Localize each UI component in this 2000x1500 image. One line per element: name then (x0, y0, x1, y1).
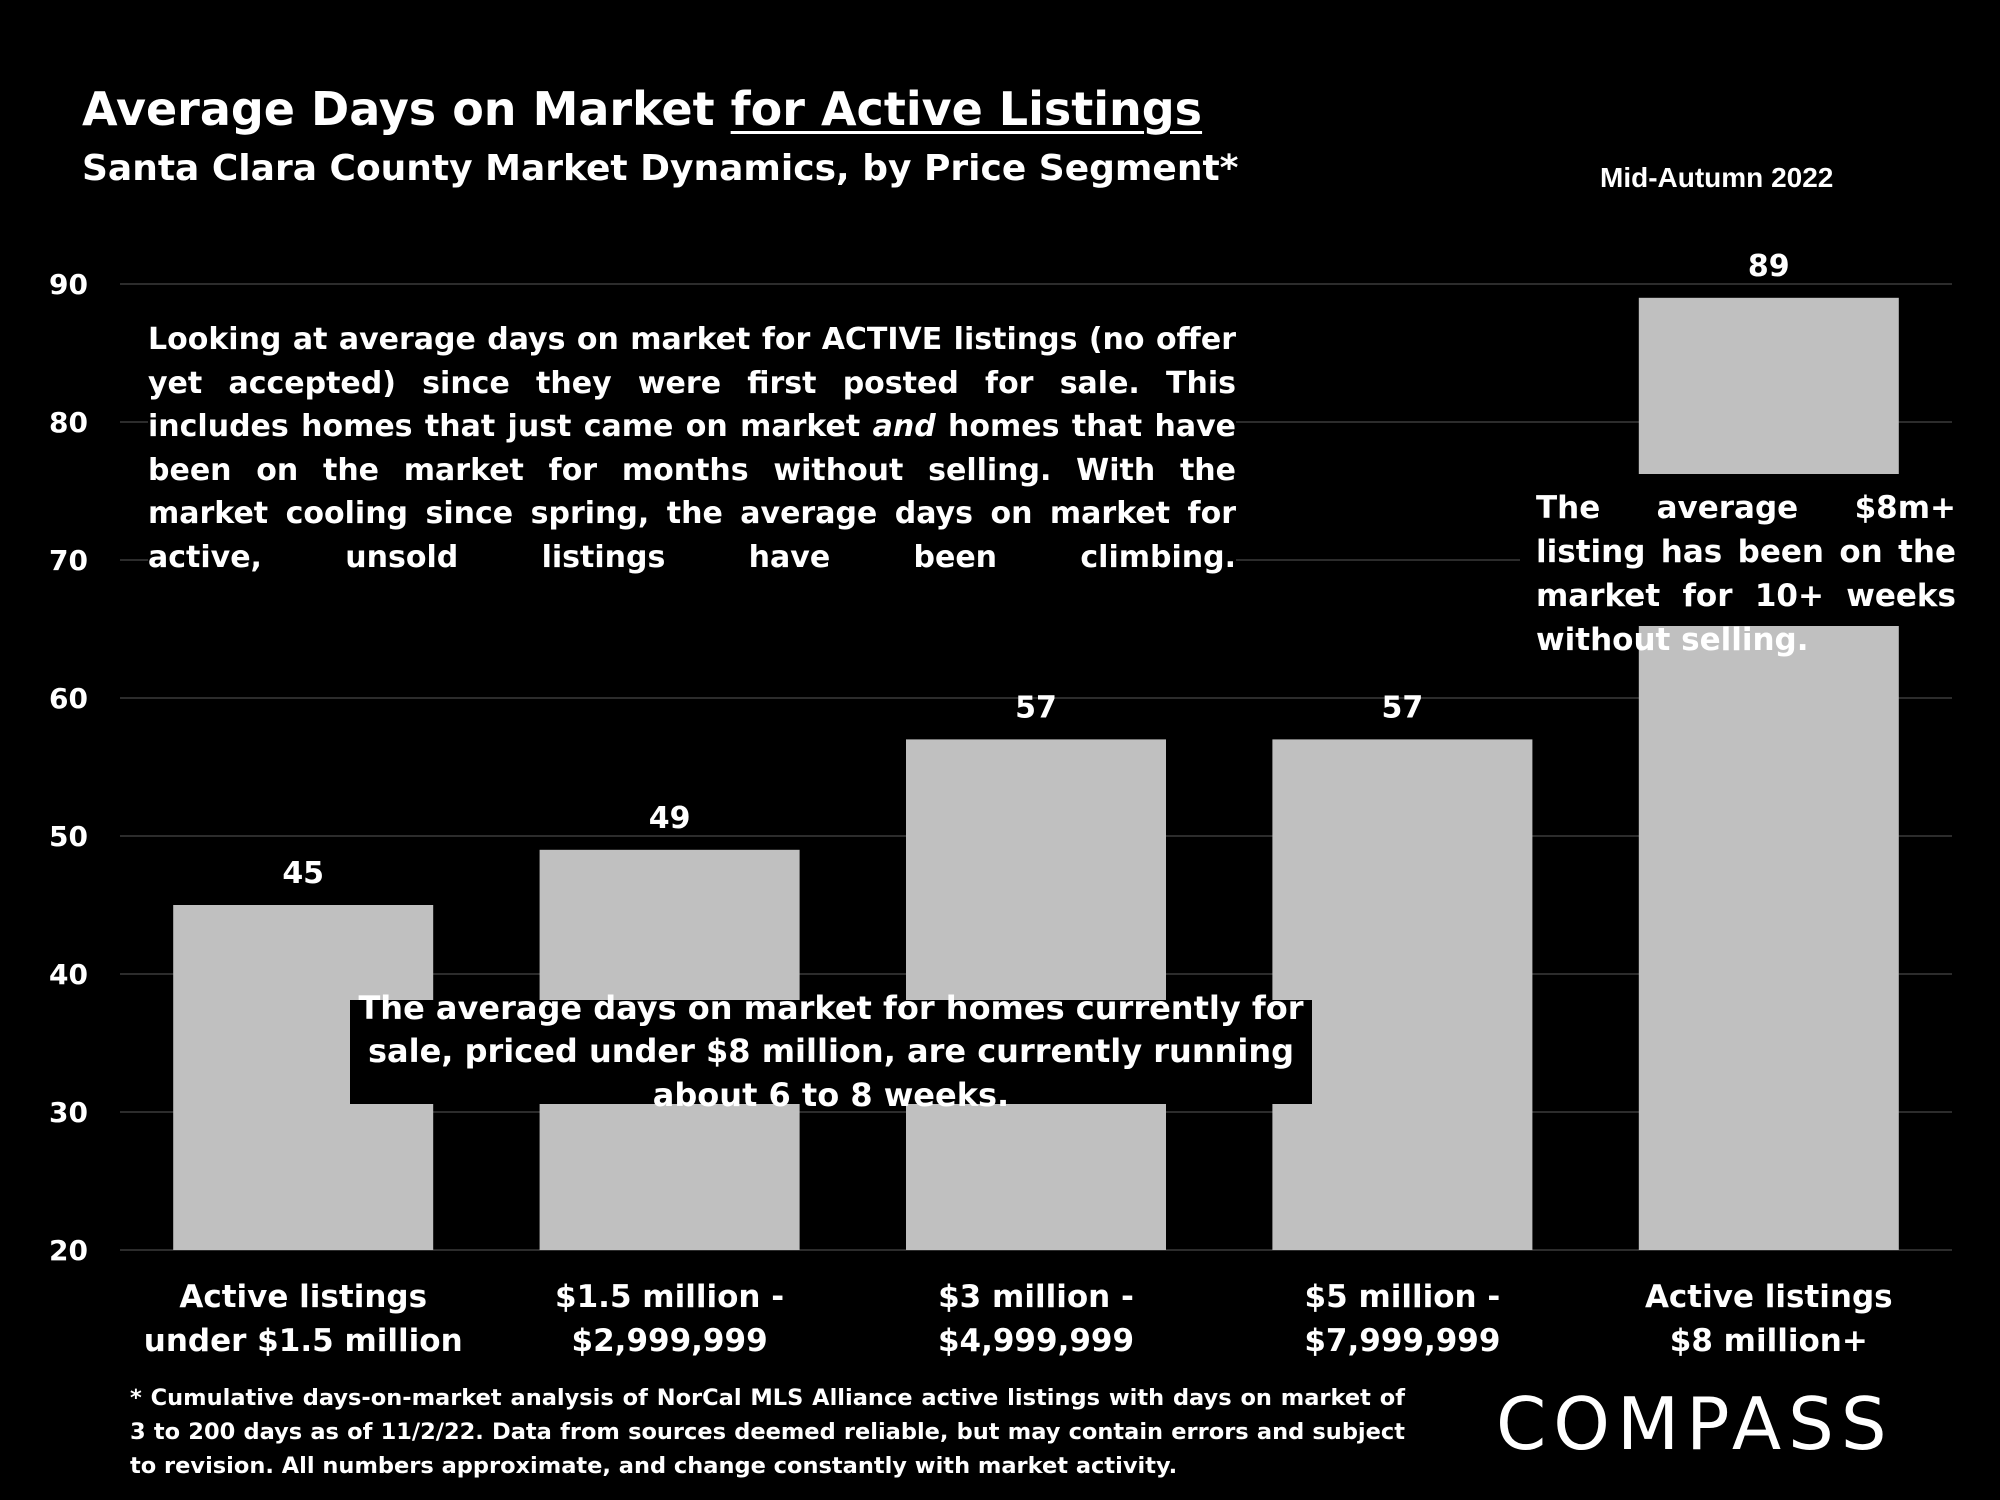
x-tick-label: $4,999,999 (938, 1323, 1134, 1359)
data-label: 57 (1015, 690, 1057, 725)
chart-subtitle: Santa Clara County Market Dynamics, by P… (82, 148, 1239, 189)
x-tick-label: $3 million - (938, 1279, 1134, 1315)
footnote: * Cumulative days-on-market analysis of … (130, 1385, 1405, 1479)
data-label: 89 (1748, 249, 1790, 284)
intro-annotation-end: homes that have been on the market for m… (148, 409, 1236, 575)
y-tick-label: 70 (49, 544, 88, 577)
luxury-annotation-text: The average $8m+ listing has been on the… (1536, 490, 1956, 659)
bar (1272, 739, 1533, 1250)
x-tick-label: $1.5 million - (555, 1279, 784, 1315)
mid-annotation-text: The average days on market for homes cur… (358, 989, 1304, 1114)
bar (1638, 297, 1899, 1250)
chart-title-prefix: Average Days on Market (82, 82, 731, 136)
y-tick-label: 20 (49, 1234, 88, 1267)
compass-logo: COMPASS (1496, 1382, 1894, 1466)
y-tick-label: 40 (49, 958, 88, 991)
y-tick-label: 50 (49, 820, 88, 853)
x-tick-label: $5 million - (1305, 1279, 1501, 1315)
y-tick-label: 30 (49, 1096, 88, 1129)
intro-annotation-text: Looking at average days on market for AC… (148, 322, 1236, 444)
chart-title-emphasis: for Active Listings (730, 82, 1203, 136)
x-tick-label: $2,999,999 (572, 1323, 768, 1359)
data-label: 45 (282, 856, 324, 891)
x-tick-label: $7,999,999 (1304, 1323, 1500, 1359)
chart-title: Average Days on Market for Active Listin… (82, 82, 1202, 136)
x-tick-label: $8 million+ (1670, 1323, 1868, 1359)
data-label: 57 (1382, 690, 1424, 725)
x-tick-label: Active listings (1645, 1279, 1893, 1315)
luxury-annotation: The average $8m+ listing has been on the… (1520, 474, 1956, 658)
intro-annotation: Looking at average days on market for AC… (148, 318, 1236, 579)
data-label: 49 (649, 801, 691, 836)
y-tick-label: 80 (49, 406, 88, 439)
intro-annotation-italic: and (872, 409, 936, 444)
x-tick-label: under $1.5 million (144, 1323, 463, 1359)
mid-annotation: The average days on market for homes cur… (350, 989, 1312, 1114)
x-tick-label: Active listings (179, 1279, 427, 1315)
bar (906, 739, 1166, 1250)
y-tick-label: 90 (49, 268, 88, 301)
period-label: Mid-Autumn 2022 (1600, 162, 1834, 193)
y-tick-label: 60 (49, 682, 88, 715)
